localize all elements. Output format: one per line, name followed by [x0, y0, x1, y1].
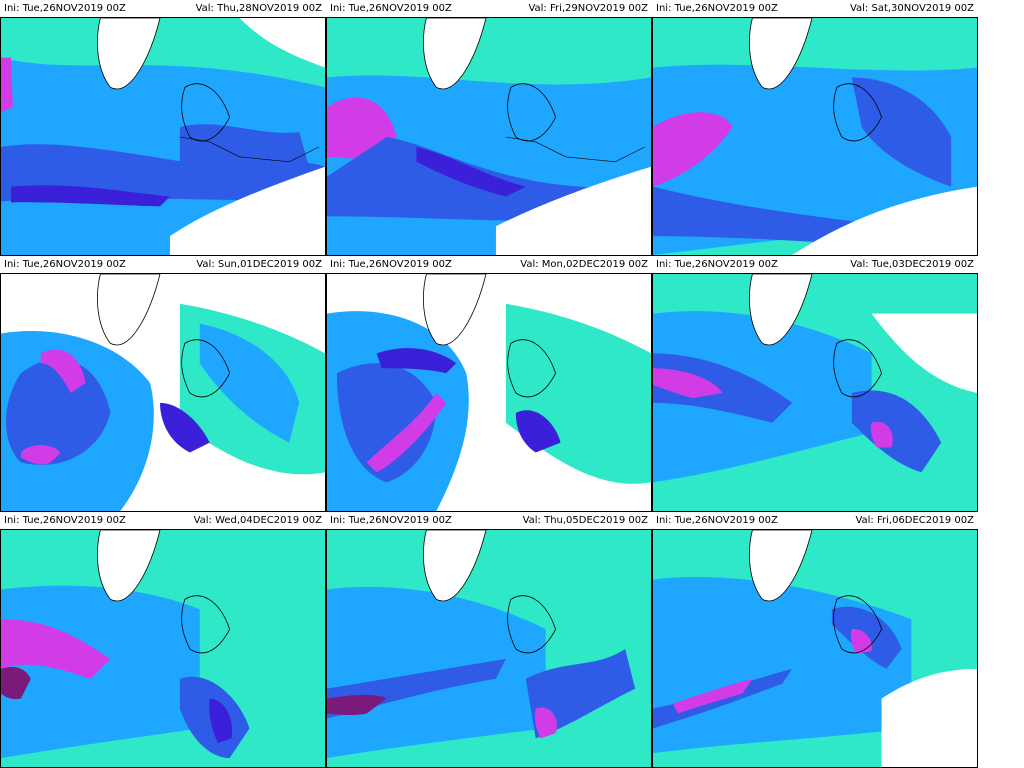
init-time-label: Ini: Tue,26NOV2019 00Z [4, 3, 126, 14]
init-time-label: Ini: Tue,26NOV2019 00Z [656, 3, 778, 14]
forecast-map [0, 17, 326, 256]
forecast-map [652, 273, 978, 512]
map-panel: Ini: Tue,26NOV2019 00Z Val: Sat,30NOV201… [652, 0, 978, 256]
map-panel: Ini: Tue,26NOV2019 00Z Val: Fri,29NOV201… [326, 0, 652, 256]
forecast-map [652, 17, 978, 256]
forecast-map-graphic [653, 530, 977, 767]
forecast-map-graphic [653, 18, 977, 255]
valid-time-label: Val: Thu,05DEC2019 00Z [522, 515, 648, 526]
forecast-map-graphic [1, 530, 325, 767]
valid-time-label: Val: Sun,01DEC2019 00Z [196, 259, 322, 270]
forecast-map-graphic [653, 274, 977, 511]
init-time-label: Ini: Tue,26NOV2019 00Z [330, 515, 452, 526]
forecast-map-graphic [327, 274, 651, 511]
init-time-label: Ini: Tue,26NOV2019 00Z [656, 515, 778, 526]
map-panel: Ini: Tue,26NOV2019 00Z Val: Wed,04DEC201… [0, 512, 326, 768]
init-time-label: Ini: Tue,26NOV2019 00Z [656, 259, 778, 270]
map-panel: Ini: Tue,26NOV2019 00Z Val: Mon,02DEC201… [326, 256, 652, 512]
map-panel: Ini: Tue,26NOV2019 00Z Val: Thu,28NOV201… [0, 0, 326, 256]
valid-time-label: Val: Wed,04DEC2019 00Z [193, 515, 322, 526]
init-time-label: Ini: Tue,26NOV2019 00Z [4, 259, 126, 270]
map-panel: Ini: Tue,26NOV2019 00Z Val: Tue,03DEC201… [652, 256, 978, 512]
forecast-map-graphic [1, 274, 325, 511]
map-panel: Ini: Tue,26NOV2019 00Z Val: Thu,05DEC201… [326, 512, 652, 768]
forecast-map [0, 273, 326, 512]
forecast-map-graphic [327, 18, 651, 255]
valid-time-label: Val: Fri,06DEC2019 00Z [855, 515, 974, 526]
init-time-label: Ini: Tue,26NOV2019 00Z [330, 259, 452, 270]
forecast-map [326, 273, 652, 512]
forecast-map-graphic [1, 18, 325, 255]
valid-time-label: Val: Thu,28NOV2019 00Z [195, 3, 322, 14]
map-panel: Ini: Tue,26NOV2019 00Z Val: Sun,01DEC201… [0, 256, 326, 512]
init-time-label: Ini: Tue,26NOV2019 00Z [330, 3, 452, 14]
forecast-map [0, 529, 326, 768]
forecast-map [326, 529, 652, 768]
valid-time-label: Val: Fri,29NOV2019 00Z [528, 3, 648, 14]
forecast-map-graphic [327, 530, 651, 767]
valid-time-label: Val: Mon,02DEC2019 00Z [520, 259, 648, 270]
forecast-map [652, 529, 978, 768]
forecast-map [326, 17, 652, 256]
init-time-label: Ini: Tue,26NOV2019 00Z [4, 515, 126, 526]
valid-time-label: Val: Tue,03DEC2019 00Z [850, 259, 974, 270]
valid-time-label: Val: Sat,30NOV2019 00Z [849, 3, 974, 14]
map-panel: Ini: Tue,26NOV2019 00Z Val: Fri,06DEC201… [652, 512, 978, 768]
